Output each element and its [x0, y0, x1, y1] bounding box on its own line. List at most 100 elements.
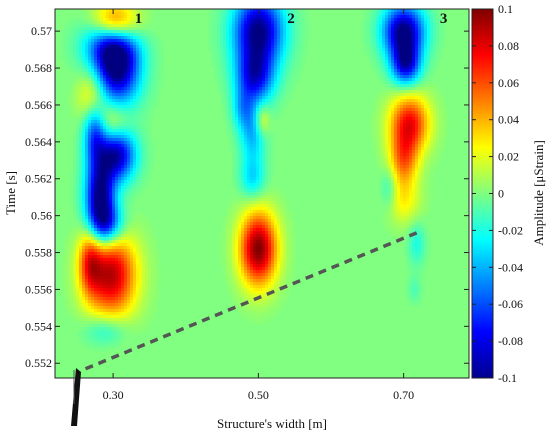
- heatmap-cell: [238, 21, 242, 25]
- heatmap-cell: [91, 180, 95, 184]
- heatmap-cell: [139, 192, 143, 196]
- heatmap-cell: [106, 135, 110, 139]
- heatmap-cell: [139, 150, 143, 154]
- heatmap-cell: [400, 93, 404, 97]
- heatmap-cell: [289, 57, 293, 61]
- heatmap-cell: [433, 111, 437, 115]
- heatmap-cell: [118, 171, 122, 175]
- heatmap-cell: [109, 33, 113, 37]
- heatmap-cell: [232, 165, 236, 169]
- heatmap-cell: [259, 168, 263, 172]
- heatmap-cell: [247, 72, 251, 76]
- heatmap-cell: [121, 96, 125, 100]
- heatmap-cell: [232, 123, 236, 127]
- heatmap-cell: [418, 204, 422, 208]
- heatmap-cell: [262, 54, 266, 58]
- heatmap-cell: [382, 132, 386, 136]
- heatmap-cell: [283, 63, 287, 67]
- heatmap-cell: [76, 201, 80, 205]
- heatmap-cell: [379, 189, 383, 193]
- heatmap-cell: [379, 54, 383, 58]
- heatmap-cell: [379, 135, 383, 139]
- heatmap-cell: [76, 99, 80, 103]
- heatmap-cell: [139, 78, 143, 82]
- heatmap-cell: [433, 93, 437, 97]
- heatmap-cell: [424, 78, 428, 82]
- heatmap-cell: [262, 72, 266, 76]
- heatmap-cell: [400, 117, 404, 121]
- heatmap-cell: [232, 216, 236, 220]
- heatmap-cell: [109, 63, 113, 67]
- heatmap-cell: [109, 159, 113, 163]
- heatmap-cell: [259, 24, 263, 28]
- heatmap-cell: [436, 138, 440, 142]
- heatmap-cell: [397, 27, 401, 31]
- heatmap-cell: [283, 201, 287, 205]
- heatmap-cell: [100, 123, 104, 127]
- heatmap-cell: [85, 153, 89, 157]
- heatmap-cell: [286, 54, 290, 58]
- heatmap-cell: [211, 12, 215, 16]
- heatmap-cell: [106, 195, 110, 199]
- heatmap-cell: [280, 21, 284, 25]
- heatmap-cell: [421, 174, 425, 178]
- heatmap-cell: [415, 165, 419, 169]
- heatmap-cell: [277, 12, 281, 16]
- heatmap-cell: [436, 45, 440, 49]
- heatmap-cell: [373, 102, 377, 106]
- heatmap-cell: [85, 126, 89, 130]
- heatmap-cell: [100, 54, 104, 58]
- heatmap-cell: [427, 72, 431, 76]
- heatmap-cell: [256, 198, 260, 202]
- heatmap-cell: [73, 213, 77, 217]
- heatmap-cell: [157, 87, 161, 91]
- heatmap-cell: [115, 138, 119, 142]
- heatmap-cell: [406, 18, 410, 22]
- heatmap-cell: [427, 174, 431, 178]
- heatmap-cell: [235, 18, 239, 22]
- heatmap-cell: [415, 87, 419, 91]
- heatmap-cell: [118, 117, 122, 121]
- heatmap-cell: [436, 150, 440, 154]
- heatmap-cell: [118, 15, 122, 19]
- heatmap-cell: [406, 144, 410, 148]
- heatmap-cell: [427, 84, 431, 88]
- heatmap-cell: [94, 27, 98, 31]
- heatmap-cell: [211, 30, 215, 34]
- heatmap-cell: [94, 162, 98, 166]
- heatmap-cell: [106, 117, 110, 121]
- heatmap-cell: [253, 195, 257, 199]
- heatmap-cell: [286, 90, 290, 94]
- heatmap-cell: [121, 147, 125, 151]
- heatmap-cell: [142, 105, 146, 109]
- heatmap-cell: [388, 81, 392, 85]
- heatmap-cell: [259, 57, 263, 61]
- heatmap-cell: [247, 138, 251, 142]
- heatmap-cell: [103, 48, 107, 52]
- heatmap-cell: [364, 27, 368, 31]
- heatmap-cell: [421, 78, 425, 82]
- heatmap-cell: [157, 36, 161, 40]
- heatmap-cell: [268, 132, 272, 136]
- heatmap-cell: [388, 24, 392, 28]
- heatmap-cell: [97, 78, 101, 82]
- heatmap-cell: [280, 9, 284, 13]
- heatmap-cell: [376, 162, 380, 166]
- heatmap-cell: [100, 192, 104, 196]
- heatmap-cell: [388, 99, 392, 103]
- heatmap-cell: [373, 153, 377, 157]
- heatmap-cell: [88, 63, 92, 67]
- heatmap-cell: [244, 15, 248, 19]
- heatmap-cell: [253, 141, 257, 145]
- heatmap-cell: [235, 153, 239, 157]
- heatmap-cell: [226, 96, 230, 100]
- heatmap-cell: [97, 66, 101, 70]
- heatmap-cell: [415, 198, 419, 202]
- heatmap-cell: [385, 138, 389, 142]
- heatmap-cell: [277, 105, 281, 109]
- heatmap-cell: [232, 162, 236, 166]
- heatmap-cell: [259, 90, 263, 94]
- heatmap-cell: [151, 78, 155, 82]
- heatmap-cell: [94, 69, 98, 73]
- heatmap-cell: [421, 45, 425, 49]
